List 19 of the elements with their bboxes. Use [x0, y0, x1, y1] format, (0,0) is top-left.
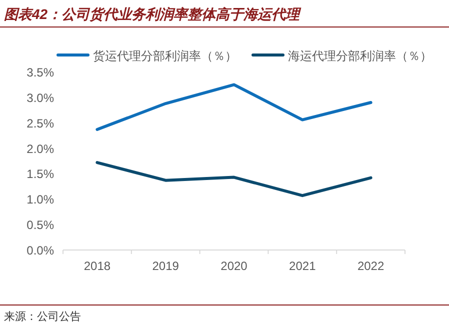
- x-tick-label: 2019: [152, 259, 180, 273]
- y-tick-label: 0.5%: [26, 218, 54, 232]
- y-tick-label: 2.0%: [26, 142, 54, 156]
- legend-label: 货运代理分部利润率（％）: [93, 49, 237, 63]
- line-series: [96, 161, 372, 198]
- line-series: [96, 83, 372, 131]
- x-tick-label: 2020: [220, 259, 248, 273]
- x-tick-label: 2018: [84, 259, 111, 273]
- x-tick-label: 2021: [289, 259, 316, 273]
- y-tick-label: 2.5%: [26, 116, 54, 130]
- source-note: 来源：公司公告: [4, 310, 81, 323]
- legend-label: 海运代理分部利润率（％）: [288, 49, 432, 63]
- y-tick-label: 0.0%: [26, 244, 54, 258]
- y-tick-label: 1.0%: [26, 192, 54, 207]
- y-tick-label: 1.5%: [26, 167, 54, 182]
- x-tick-label: 2022: [357, 259, 384, 273]
- chart-title: 图表42：公司货代业务利润率整体高于海运代理: [4, 6, 302, 22]
- y-tick-label: 3.0%: [26, 90, 54, 105]
- y-tick-label: 3.5%: [26, 66, 54, 80]
